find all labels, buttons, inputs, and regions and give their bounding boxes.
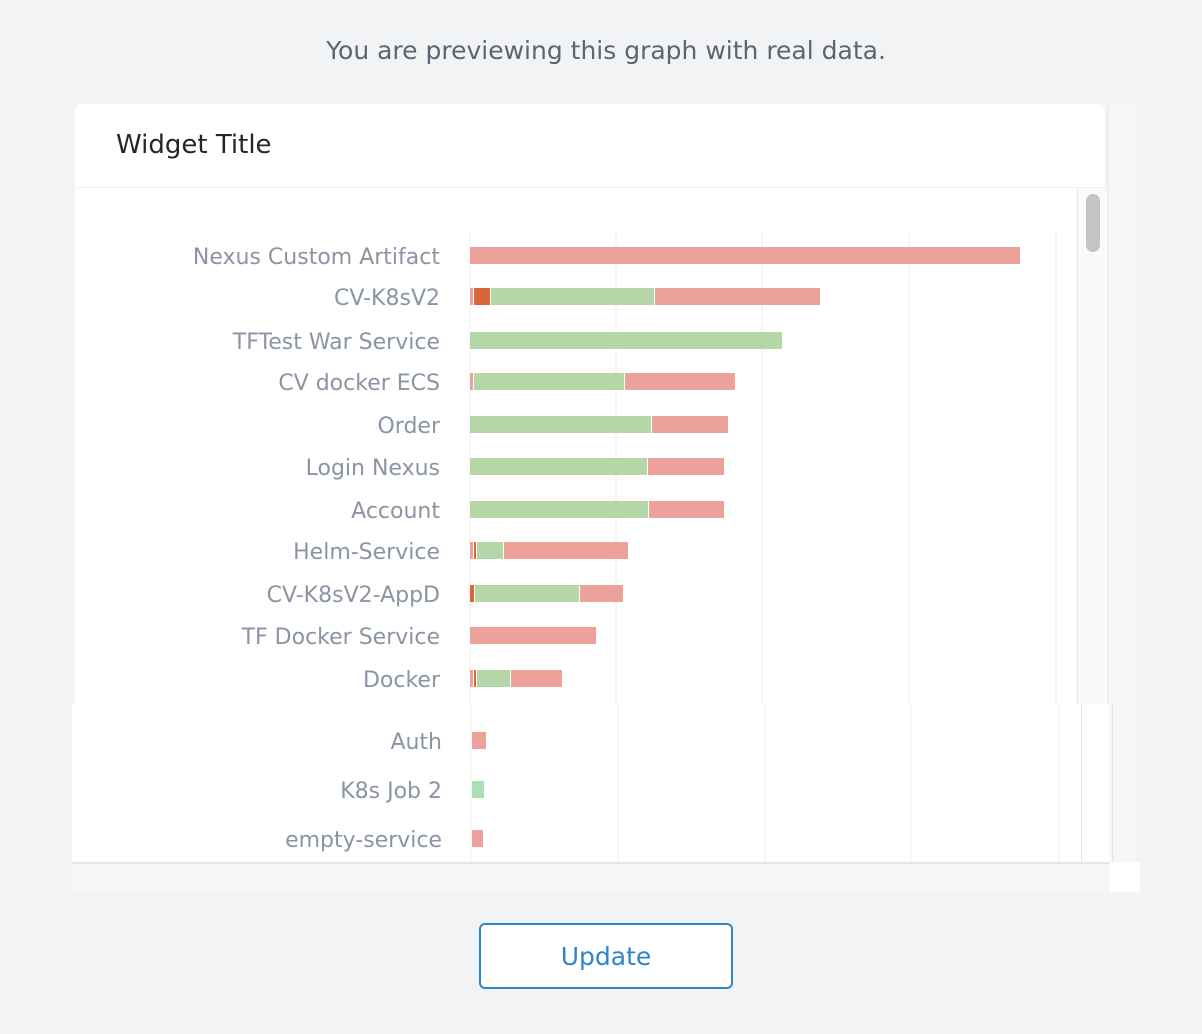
bar-segment[interactable] xyxy=(504,542,628,559)
bar-segment[interactable] xyxy=(472,781,484,798)
bar-segment[interactable] xyxy=(472,830,483,847)
bar-segment[interactable] xyxy=(472,732,486,749)
category-label: empty-service xyxy=(285,828,442,853)
bar-segment[interactable] xyxy=(470,288,473,305)
category-label: TFTest War Service xyxy=(232,330,440,355)
bar-segment[interactable] xyxy=(580,585,623,602)
bar-segment[interactable] xyxy=(648,458,724,475)
bar-segment[interactable] xyxy=(474,288,490,305)
bar-segment[interactable] xyxy=(475,585,579,602)
bar-segment[interactable] xyxy=(474,373,624,390)
vertical-scrollbar-thumb[interactable] xyxy=(1086,194,1100,252)
widget-title: Widget Title xyxy=(116,130,272,160)
bar-segment[interactable] xyxy=(625,373,735,390)
bar-segment[interactable] xyxy=(477,542,503,559)
chart-viewport xyxy=(75,188,1078,704)
bar-segment[interactable] xyxy=(470,501,648,518)
category-label: Docker xyxy=(363,668,441,693)
category-label: K8s Job 2 xyxy=(340,779,442,804)
bar-segment[interactable] xyxy=(470,585,474,602)
scroll-corner xyxy=(1110,862,1140,892)
category-label: Helm-Service xyxy=(293,540,440,565)
scroll-track-lower xyxy=(1081,704,1113,862)
update-button[interactable]: Update xyxy=(479,923,733,989)
bar-segment[interactable] xyxy=(511,670,562,687)
bar-segment[interactable] xyxy=(470,416,651,433)
category-label: CV docker ECS xyxy=(278,371,440,396)
bar-segment[interactable] xyxy=(470,458,647,475)
bar-segment[interactable] xyxy=(474,542,476,559)
bar-segment[interactable] xyxy=(655,288,820,305)
bar-segment[interactable] xyxy=(470,627,596,644)
category-label: Auth xyxy=(390,730,442,755)
category-label: Login Nexus xyxy=(306,456,440,481)
category-label: Account xyxy=(351,499,440,524)
category-label: CV-K8sV2 xyxy=(334,286,440,311)
category-label: CV-K8sV2-AppD xyxy=(267,583,440,608)
vertical-scrollbar[interactable] xyxy=(1077,188,1107,704)
category-label: TF Docker Service xyxy=(241,625,440,650)
bar-segment[interactable] xyxy=(649,501,724,518)
bar-segment[interactable] xyxy=(477,670,510,687)
horizontal-scrollbar[interactable] xyxy=(72,862,1110,892)
preview-notice: You are previewing this graph with real … xyxy=(326,36,886,65)
bar-segment[interactable] xyxy=(491,288,654,305)
chart-viewport-lower xyxy=(72,704,1109,862)
bar-segment[interactable] xyxy=(470,247,1020,264)
widget-header: Widget Title xyxy=(75,104,1105,189)
bar-segment[interactable] xyxy=(474,670,476,687)
category-label: Nexus Custom Artifact xyxy=(193,245,440,270)
bar-segment[interactable] xyxy=(470,670,473,687)
category-label: Order xyxy=(377,414,440,439)
bar-segment[interactable] xyxy=(652,416,728,433)
bar-segment[interactable] xyxy=(470,542,473,559)
bar-segment[interactable] xyxy=(470,373,473,390)
bar-segment[interactable] xyxy=(470,332,782,349)
